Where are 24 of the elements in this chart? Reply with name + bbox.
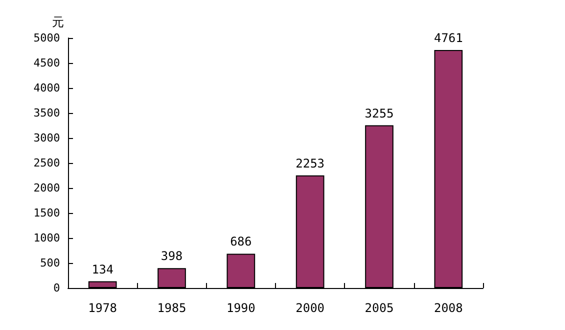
x-tick-label: 2008	[434, 301, 463, 315]
y-tick-label: 4500	[34, 56, 60, 70]
y-tick-label: 4000	[34, 82, 60, 94]
data-label: 134	[92, 262, 114, 276]
x-tick-label: 1985	[157, 301, 186, 315]
y-tick-label: 5000	[34, 32, 60, 44]
x-tick-label: 1990	[226, 301, 256, 315]
y-tick-label: 500	[40, 256, 60, 270]
y-tick-label: 3500	[34, 106, 60, 120]
x-tick-label: 1978	[88, 301, 118, 315]
y-tick-label: 0	[53, 282, 60, 294]
data-label: 398	[160, 249, 183, 264]
y-tick-label: 1000	[34, 232, 60, 244]
data-label: 686	[230, 234, 252, 249]
y-tick-label: 2500	[34, 156, 60, 170]
data-label: 4761	[434, 30, 463, 45]
y-tick-label: 1500	[34, 206, 60, 220]
data-label: 3255	[364, 106, 394, 120]
y-axis-title: 元	[52, 15, 64, 29]
y-tick-label: 3000	[34, 132, 60, 144]
data-label: 2253	[296, 156, 325, 170]
x-tick-label: 2000	[296, 301, 325, 315]
x-tick-label: 2005	[364, 301, 394, 315]
y-tick-label: 2000	[34, 182, 60, 194]
